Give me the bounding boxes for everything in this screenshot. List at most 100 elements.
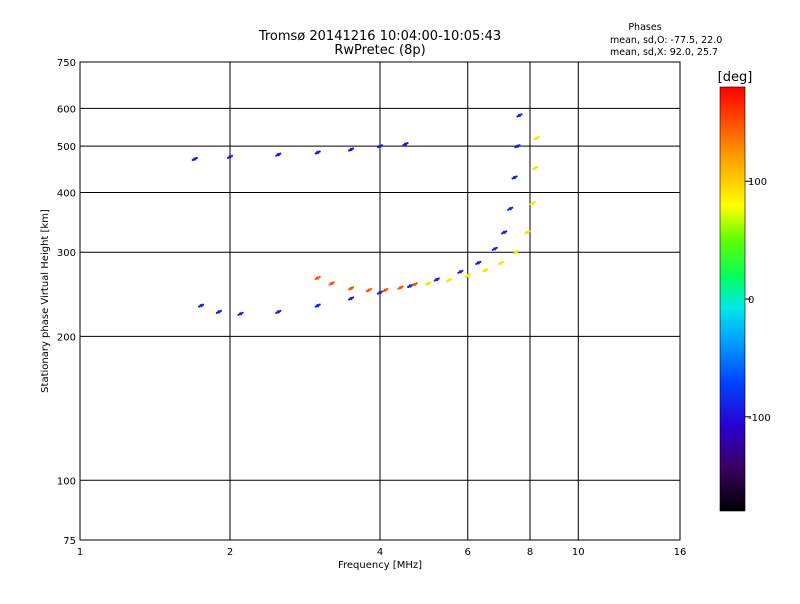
data-point [349, 147, 353, 152]
data-point [461, 269, 464, 272]
data-point [511, 177, 514, 180]
colorbar-tick-label: 100 [748, 177, 767, 188]
data-point [482, 270, 485, 273]
data-point [226, 156, 230, 159]
data-point [318, 150, 321, 153]
x-tick-label: 10 [572, 547, 585, 558]
data-point [367, 288, 371, 292]
data-point [279, 152, 282, 155]
y-tick-label: 75 [63, 536, 76, 547]
x-tick-label: 8 [527, 547, 533, 558]
x-tick-label: 4 [377, 547, 383, 558]
data-point [457, 271, 460, 274]
data-point [202, 303, 205, 306]
x-tick-label: 16 [674, 547, 687, 558]
y-axis-label: Stationary phase Virtual Height [km] [40, 209, 51, 393]
data-point [502, 260, 505, 263]
data-point [512, 252, 516, 255]
data-point [511, 206, 514, 209]
data-point [348, 288, 351, 291]
data-point [237, 313, 240, 316]
data-point [429, 281, 432, 284]
data-point [378, 144, 382, 148]
data-point [518, 144, 521, 147]
data-point [505, 230, 508, 233]
colorbar [719, 86, 746, 512]
data-point [449, 278, 452, 281]
data-point [352, 286, 355, 289]
data-point [491, 248, 494, 251]
colorbar-label: [deg] [718, 70, 753, 85]
data-point [479, 260, 482, 263]
data-point [380, 144, 384, 147]
data-point [411, 284, 414, 287]
data-point [425, 283, 428, 286]
data-point [514, 250, 518, 254]
data-point [386, 288, 389, 291]
colorbar-tick-label: -100 [748, 413, 771, 424]
data-point [352, 147, 355, 150]
data-point [516, 250, 520, 253]
data-point [533, 201, 536, 204]
data-point [415, 282, 418, 285]
data-point [537, 135, 540, 139]
data-point [445, 280, 448, 283]
legend-line2: mean, sd,X: 92.0, 25.7 [610, 47, 718, 58]
data-point [382, 290, 385, 293]
data-point [198, 305, 201, 308]
plot-area: 1 2 4 6 8 10 16 75 100 200 300 400 500 600 750 [57, 58, 686, 558]
data-point [535, 136, 539, 140]
data-point [517, 113, 522, 117]
data-point [493, 247, 497, 251]
data-point [464, 275, 467, 278]
data-point [495, 246, 498, 249]
data-point [508, 207, 512, 211]
data-point [230, 154, 234, 157]
data-point [217, 310, 221, 314]
data-point [191, 158, 194, 162]
data-point [215, 311, 218, 314]
data-point [383, 288, 387, 292]
data-point [513, 175, 517, 180]
data-point [241, 311, 244, 314]
data-point [314, 305, 317, 308]
data-point [498, 262, 501, 265]
data-point [349, 296, 353, 301]
data-point [483, 268, 487, 272]
y-ticks: 75 100 200 300 400 500 600 750 [57, 58, 76, 547]
data-point [276, 153, 280, 157]
legend-line1: mean, sd,O: -77.5, 22.0 [610, 35, 722, 46]
data-point [348, 149, 351, 152]
data-point [275, 154, 278, 157]
data-point [314, 152, 317, 155]
colorbar-ticks: 100 0 -100 [745, 177, 771, 424]
data-point [435, 277, 439, 282]
data-point [401, 285, 404, 288]
data-point [536, 165, 539, 169]
data-point [276, 310, 280, 314]
chart-title-line1: Tromsø 20141216 10:04:00-10:05:43 [258, 29, 501, 44]
data-point [515, 144, 520, 148]
data-point [468, 273, 471, 276]
data-point [413, 282, 417, 286]
data-point [352, 296, 355, 299]
chart-title-line2: RwPretec (8p) [334, 43, 425, 58]
data-point [499, 261, 503, 265]
data-point [239, 312, 243, 316]
data-point [228, 155, 232, 159]
x-axis-label: Frequency [MHz] [338, 560, 422, 571]
y-tick-label: 400 [57, 188, 76, 199]
data-point [199, 304, 203, 308]
data-point [275, 311, 278, 314]
data-point [525, 230, 529, 234]
data-point [528, 230, 531, 233]
data-point [426, 281, 430, 286]
data-point [365, 290, 368, 293]
data-point [524, 232, 527, 235]
data-point [502, 230, 506, 234]
legend-title: Phases [628, 22, 661, 33]
data-point [332, 281, 335, 284]
data-point [407, 285, 410, 289]
data-point [318, 303, 321, 306]
